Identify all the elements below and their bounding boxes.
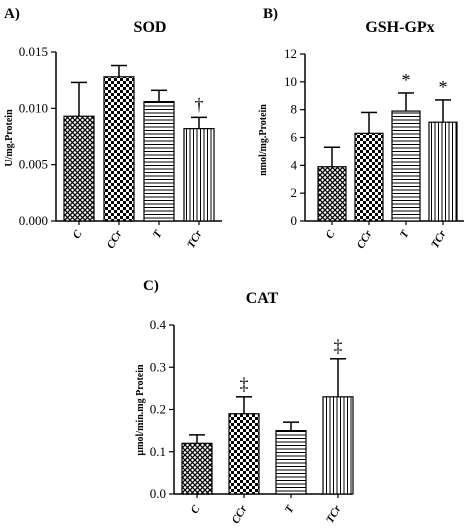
- y-tick-label: 0.005: [19, 157, 48, 172]
- x-tick-label-CCr: CCr: [355, 228, 375, 251]
- significance-mark-TCr: *: [439, 77, 448, 97]
- x-tick-label-TCr: TCr: [324, 503, 344, 526]
- x-tick-label-CCr: CCr: [230, 503, 250, 526]
- y-axis-label: nmol/mg.Protein: [258, 104, 269, 176]
- y-tick-label: 0.000: [19, 213, 48, 228]
- bar-C: [181, 442, 213, 495]
- bar-C: [63, 115, 95, 222]
- bar-T: [391, 110, 421, 222]
- x-tick-label-C: C: [71, 228, 85, 241]
- x-tick-label-T: T: [283, 502, 297, 515]
- y-axis-label: U/mg.Protein: [4, 109, 15, 167]
- chart-panel-1: A) SOD U/mg.Protein 0.000 0.005 0.010 0.015 C CC…: [4, 6, 222, 251]
- y-tick-label: 0.3: [150, 359, 166, 374]
- y-tick-label: 0.1: [150, 444, 166, 459]
- significance-mark-TCr: ‡: [334, 336, 343, 356]
- x-tick-label-C: C: [324, 228, 338, 241]
- x-tick-label-TCr: TCr: [429, 228, 449, 251]
- chart-panel-2: B) GSH-GPx nmol/mg.Protein 0 2 4 6 8 10 12 C CCr * T *…: [258, 6, 464, 251]
- x-tick-label-T: T: [151, 227, 165, 240]
- y-tick-label: 6: [291, 130, 298, 145]
- bar-TCr: [428, 121, 458, 222]
- chart-title: SOD: [134, 19, 167, 36]
- bar-T: [275, 430, 307, 495]
- significance-mark-CCr: ‡: [240, 374, 249, 394]
- bar-C: [317, 166, 347, 222]
- bar-CCr: [228, 413, 260, 495]
- y-tick-label: 0: [291, 213, 298, 228]
- significance-mark-T: *: [402, 70, 411, 90]
- x-tick-label-T: T: [398, 227, 412, 240]
- panel-label: A): [4, 6, 20, 22]
- y-tick-label: 0.0: [150, 486, 166, 501]
- y-tick-label: 4: [291, 157, 298, 172]
- y-tick-label: 8: [291, 102, 298, 117]
- chart-title: GSH-GPx: [365, 19, 434, 36]
- y-tick-label: 0.010: [19, 100, 48, 115]
- x-tick-label-TCr: TCr: [185, 228, 205, 251]
- chart-title: CAT: [246, 290, 279, 307]
- x-tick-label-C: C: [189, 503, 203, 516]
- panel-label: C): [143, 278, 159, 294]
- bar-CCr: [103, 76, 135, 222]
- significance-mark-TCr: †: [195, 94, 204, 114]
- y-tick-label: 10: [284, 74, 297, 89]
- y-tick-label: 0.015: [19, 44, 48, 59]
- y-tick-label: 12: [284, 46, 297, 61]
- y-tick-label: 2: [291, 185, 298, 200]
- bar-TCr: [322, 396, 354, 495]
- bar-TCr: [183, 128, 215, 222]
- bar-CCr: [354, 132, 384, 222]
- chart-panel-3: C) CAT µmol/min.mg Protein 0.0 0.1 0.2 0.3 0.4 C…: [135, 278, 354, 526]
- bar-T: [143, 100, 175, 222]
- x-tick-label-CCr: CCr: [105, 228, 125, 251]
- y-axis-label: µmol/min.mg Protein: [135, 364, 146, 456]
- y-tick-label: 0.4: [150, 317, 167, 332]
- panel-label: B): [263, 6, 278, 22]
- y-tick-label: 0.2: [150, 402, 166, 417]
